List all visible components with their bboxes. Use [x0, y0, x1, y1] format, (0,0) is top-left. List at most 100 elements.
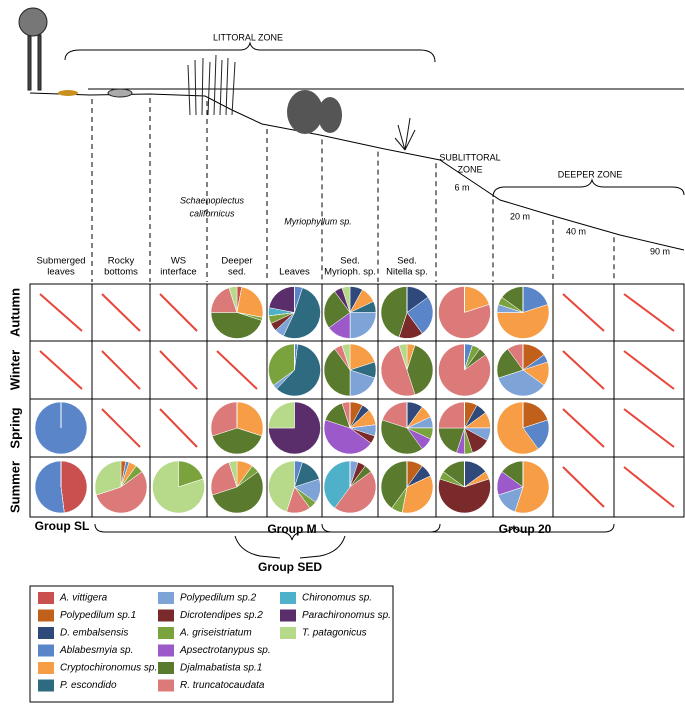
pie-slice — [268, 286, 295, 313]
plant-label: Myriophyllum sp. — [284, 216, 352, 226]
table-frame — [29, 283, 685, 518]
pie-slice — [380, 419, 423, 455]
legend-swatch — [158, 609, 174, 622]
pie-slice — [349, 312, 377, 339]
legend-label: Djalmabatista sp.1 — [180, 663, 262, 674]
reeds — [187, 54, 236, 116]
pie-slice — [438, 478, 491, 514]
pie-slice — [406, 344, 434, 396]
legend-swatch — [38, 592, 54, 604]
legend-label: Apsectrotanypus sp. — [179, 645, 271, 656]
legend-swatch — [38, 609, 54, 622]
legend-swatch — [280, 592, 296, 604]
column-label: bottoms — [104, 267, 138, 278]
zone-label: SUBLITTORAL — [439, 152, 500, 162]
pie-slice — [438, 401, 465, 429]
column-label: Submerged — [36, 256, 85, 267]
pie-slice — [497, 369, 545, 397]
pie-slice — [496, 401, 539, 455]
legend-swatch — [280, 609, 296, 622]
trees — [18, 7, 133, 98]
empty-cell-mark — [39, 293, 83, 332]
column-label: Sed. — [397, 256, 417, 267]
empty-cell-mark — [101, 350, 141, 390]
column-label: interface — [160, 267, 196, 278]
lake-profile — [29, 41, 685, 251]
group-label: Group M — [267, 522, 316, 536]
empty-cell-mark — [623, 466, 675, 508]
depth-label: 20 m — [510, 211, 530, 221]
season-label: Autumn — [7, 288, 22, 337]
pie-slice — [268, 460, 295, 513]
legend-swatch — [38, 627, 54, 639]
column-label: Deeper — [221, 256, 252, 267]
legend-label: P. escondido — [60, 680, 117, 691]
pie-slice — [334, 471, 377, 514]
zone-label: DEEPER ZONE — [558, 169, 623, 179]
legend-swatch — [158, 662, 174, 674]
depth-label: 6 m — [454, 182, 469, 192]
pie-slice — [236, 286, 264, 318]
pie-slice — [228, 460, 238, 488]
legend-label: Chironomus sp. — [302, 593, 372, 604]
legend-label: D. embalsensis — [60, 628, 128, 639]
depth-label: 40 m — [566, 226, 586, 236]
column-label: Rocky — [108, 256, 135, 267]
empty-cell-mark — [623, 350, 675, 390]
empty-cell-mark — [159, 408, 198, 448]
column-label: Leaves — [279, 267, 310, 278]
pie-slice — [406, 296, 434, 334]
legend-swatch — [280, 627, 296, 639]
empty-cell-mark — [562, 350, 605, 390]
pie-slice — [438, 286, 491, 339]
legend-label: Polypedilum sp.1 — [60, 610, 136, 621]
depth-dividers — [91, 98, 615, 282]
legend-label: Polypedilum sp.2 — [180, 593, 257, 604]
season-label: Winter — [7, 350, 22, 390]
pie-slice — [401, 475, 434, 514]
empty-cell-mark — [101, 408, 141, 448]
pie-slice — [323, 419, 372, 455]
pie-slice — [34, 460, 65, 514]
legend-label: Parachironomus sp. — [302, 610, 391, 621]
pie-slice — [323, 291, 351, 329]
empty-cell-mark — [159, 293, 198, 332]
pie-slice — [210, 312, 263, 339]
legend-box — [29, 585, 394, 703]
empty-cell-mark — [562, 293, 605, 332]
plant-label: californicus — [189, 208, 235, 218]
pie-slice — [323, 348, 351, 397]
pie-slice — [496, 304, 550, 339]
group-label: Group 20 — [499, 522, 552, 536]
pie-slice — [283, 287, 321, 339]
legend-label: Ablabesmyia sp. — [59, 645, 133, 656]
legend-swatch — [38, 644, 54, 657]
legend-swatch — [158, 592, 174, 604]
empty-cell-mark — [562, 408, 605, 448]
pie-slice — [228, 286, 238, 313]
legend-label: Dicrotendipes sp.2 — [180, 610, 263, 621]
depth-label: 90 m — [650, 246, 670, 256]
nitella — [394, 117, 416, 151]
pie-slice — [514, 460, 550, 514]
column-label: Myrioph. sp. — [324, 267, 376, 278]
pie-slice — [268, 343, 295, 386]
pie-slice — [60, 460, 88, 514]
empty-cell-mark — [562, 466, 605, 508]
column-label: sed. — [228, 267, 246, 278]
pie-slice — [210, 461, 238, 496]
pie-slice — [94, 460, 122, 496]
empty-cell-mark — [216, 350, 258, 390]
column-label: WS — [171, 256, 186, 267]
pie-slice — [341, 343, 351, 371]
group-label: Group SED — [258, 560, 322, 574]
group-braces — [94, 523, 615, 559]
pie-slice — [211, 471, 264, 514]
legend-swatch — [158, 679, 174, 692]
pie-slice — [323, 460, 351, 509]
legend-label: T. patagonicus — [302, 628, 367, 639]
legend-label: A. vittigera — [59, 593, 108, 604]
pie-slice — [210, 401, 238, 437]
plant-label: Schaenoplectus — [180, 195, 245, 205]
